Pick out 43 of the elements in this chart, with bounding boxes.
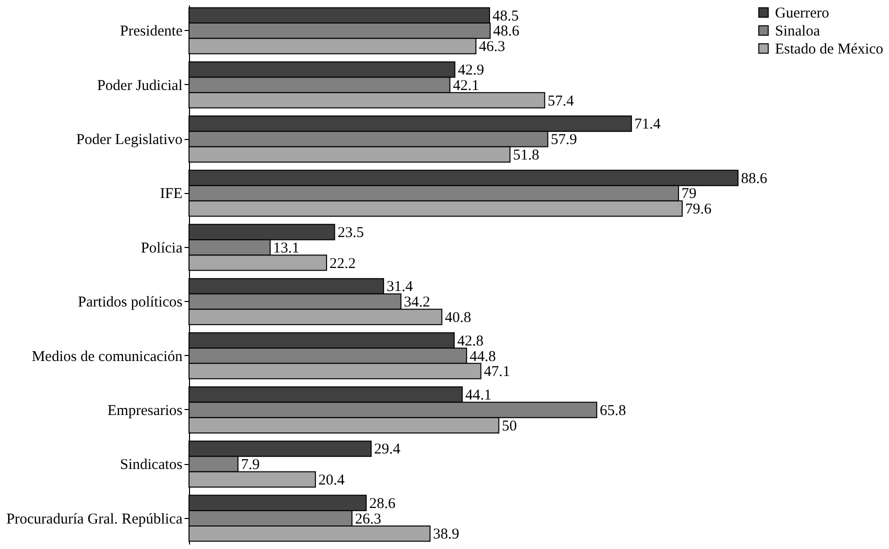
- y-tick-label: Procuraduría Gral. República: [6, 511, 183, 528]
- data-label: 48.6: [493, 24, 520, 40]
- data-label: 42.1: [452, 78, 480, 94]
- y-tick-label: Partidos políticos: [78, 294, 183, 311]
- data-label: 57.9: [550, 132, 578, 148]
- y-tick-label: Poder Judicial: [97, 78, 182, 94]
- data-label: 40.8: [444, 310, 472, 326]
- data-label: 42.8: [457, 333, 484, 350]
- data-label: 28.6: [369, 496, 396, 512]
- data-label: 22.2: [330, 256, 356, 272]
- y-tick-label: Sindicatos: [120, 457, 183, 474]
- y-tick-label: IFE: [160, 186, 182, 202]
- data-label: 46.3: [478, 39, 506, 56]
- data-label: 51.8: [512, 147, 540, 164]
- data-label: 13.1: [273, 240, 300, 256]
- y-tick-label: Medios de comunicación: [32, 348, 183, 365]
- data-label: 26.3: [354, 511, 382, 528]
- data-label: 38.9: [433, 526, 460, 543]
- legend-label: Guerrero: [775, 6, 830, 22]
- y-tick-label: Polícia: [140, 240, 183, 256]
- data-label: 23.5: [338, 225, 364, 242]
- data-label: 57.4: [548, 93, 574, 110]
- data-label: 79.6: [685, 202, 712, 218]
- y-tick-label: Poder Legislativo: [76, 132, 182, 148]
- legend-label: Estado de México: [775, 42, 884, 58]
- data-label: 65.8: [600, 402, 626, 419]
- data-label: 79: [682, 186, 697, 202]
- data-label: 71.4: [634, 116, 662, 133]
- legend-label: Sinaloa: [775, 24, 820, 40]
- y-tick-label: Presidente: [120, 24, 183, 40]
- y-tick-label: Empresarios: [108, 402, 183, 419]
- data-label: 34.2: [404, 294, 430, 311]
- data-label: 44.1: [465, 388, 492, 404]
- data-label: 42.9: [458, 62, 484, 79]
- data-label: 88.6: [741, 170, 768, 187]
- data-label: 7.9: [240, 457, 260, 474]
- data-label: 31.4: [386, 279, 414, 296]
- data-label: 44.8: [470, 348, 496, 365]
- data-label: 48.5: [492, 8, 519, 24]
- data-label: 50: [502, 418, 517, 434]
- data-label: 29.4: [374, 442, 401, 458]
- data-label: 47.1: [484, 364, 510, 380]
- data-label: 20.4: [318, 472, 346, 488]
